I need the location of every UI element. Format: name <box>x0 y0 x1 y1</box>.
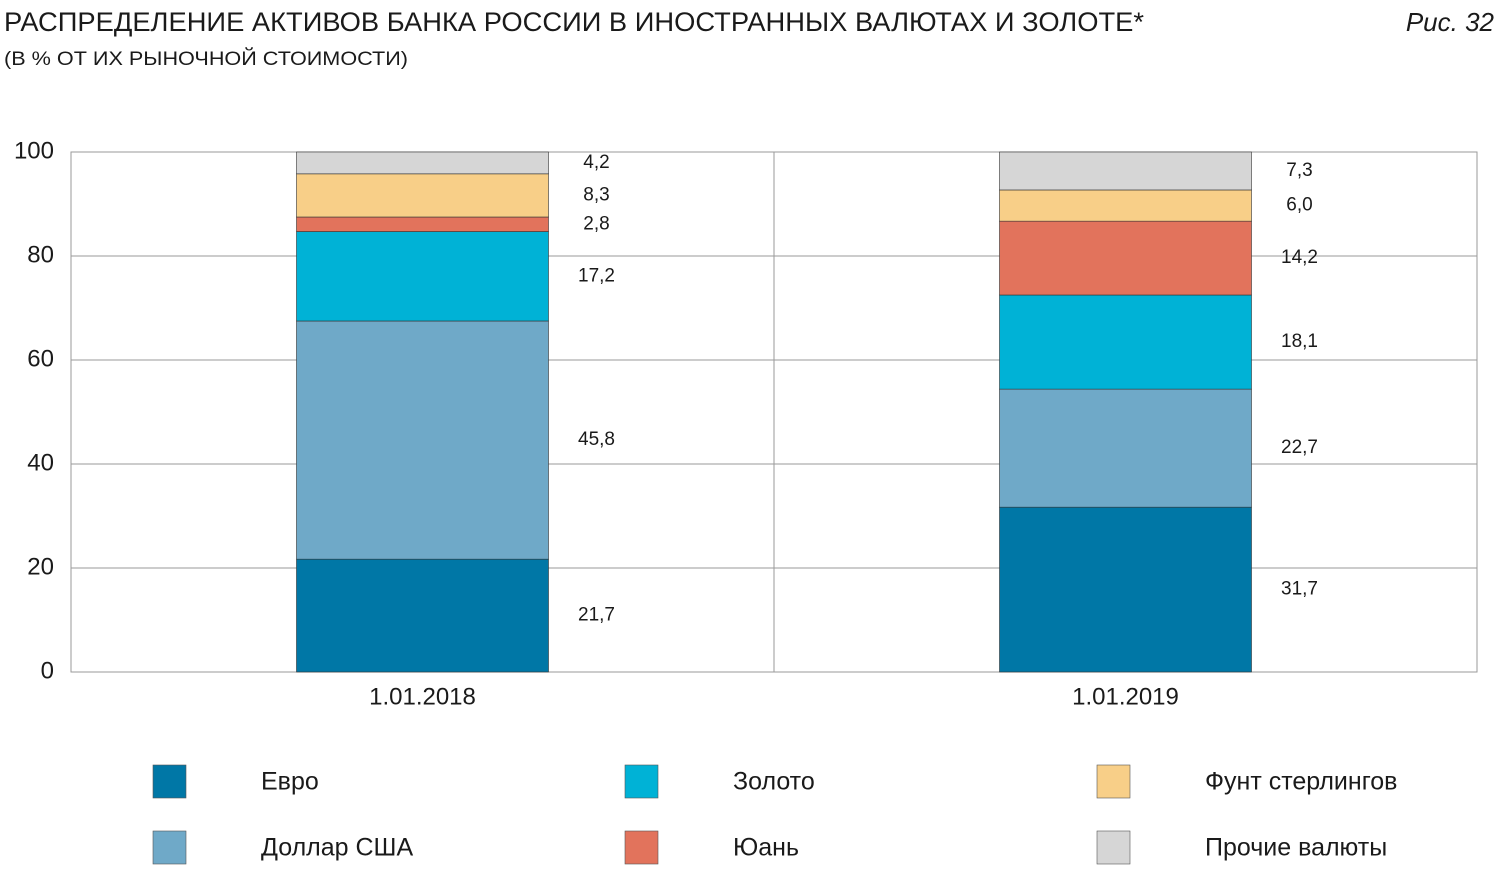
bar-segment <box>296 173 549 218</box>
y-tick-label: 100 <box>14 137 54 164</box>
bar-segment <box>999 506 1252 673</box>
value-label: 8,3 <box>583 184 609 205</box>
value-label: 6,0 <box>1286 195 1312 216</box>
bar-segment <box>296 151 549 175</box>
y-tick-label: 0 <box>41 657 54 684</box>
figure-label: Рис. 32 <box>1406 7 1495 37</box>
value-label: 2,8 <box>583 213 609 234</box>
legend-swatch <box>152 830 187 865</box>
legend-swatch <box>624 830 659 865</box>
bar-segment <box>296 216 549 232</box>
value-label: 18,1 <box>1281 331 1318 352</box>
value-label: 17,2 <box>578 265 615 286</box>
y-tick-label: 20 <box>27 553 54 580</box>
value-label: 7,3 <box>1286 160 1312 181</box>
legend-label: Юань <box>733 834 799 862</box>
legend-label: Евро <box>261 768 319 796</box>
bar-segment <box>296 231 549 322</box>
x-tick-label: 1.01.2019 <box>1072 683 1179 710</box>
bar-segment <box>296 320 549 560</box>
legend-label: Фунт стерлингов <box>1205 768 1397 796</box>
value-label: 4,2 <box>583 152 609 173</box>
legend-swatch <box>1096 764 1131 799</box>
legend-label: Золото <box>733 768 815 796</box>
y-tick-label: 60 <box>27 345 54 372</box>
value-label: 14,2 <box>1281 247 1318 268</box>
legend-label: Прочие валюты <box>1205 834 1387 862</box>
y-tick-label: 80 <box>27 241 54 268</box>
bar-segment <box>999 294 1252 390</box>
y-tick-label: 40 <box>27 449 54 476</box>
bar-segment <box>999 151 1252 191</box>
bar-segment <box>999 388 1252 508</box>
legend-swatch <box>1096 830 1131 865</box>
bar-segment <box>296 558 549 673</box>
x-tick-label: 1.01.2018 <box>369 683 476 710</box>
chart-title: РАСПРЕДЕЛЕНИЕ АКТИВОВ БАНКА РОССИИ В ИНО… <box>4 7 1144 37</box>
value-label: 22,7 <box>1281 437 1318 458</box>
legend-label: Доллар США <box>261 834 413 862</box>
chart-subtitle: (В % ОТ ИХ РЫНОЧНОЙ СТОИМОСТИ) <box>4 48 408 70</box>
bar-segment <box>999 220 1252 296</box>
value-label: 45,8 <box>578 429 615 450</box>
value-label: 21,7 <box>578 605 615 626</box>
value-label: 31,7 <box>1281 579 1318 600</box>
legend-swatch <box>624 764 659 799</box>
bar-segment <box>999 189 1252 222</box>
legend-swatch <box>152 764 187 799</box>
